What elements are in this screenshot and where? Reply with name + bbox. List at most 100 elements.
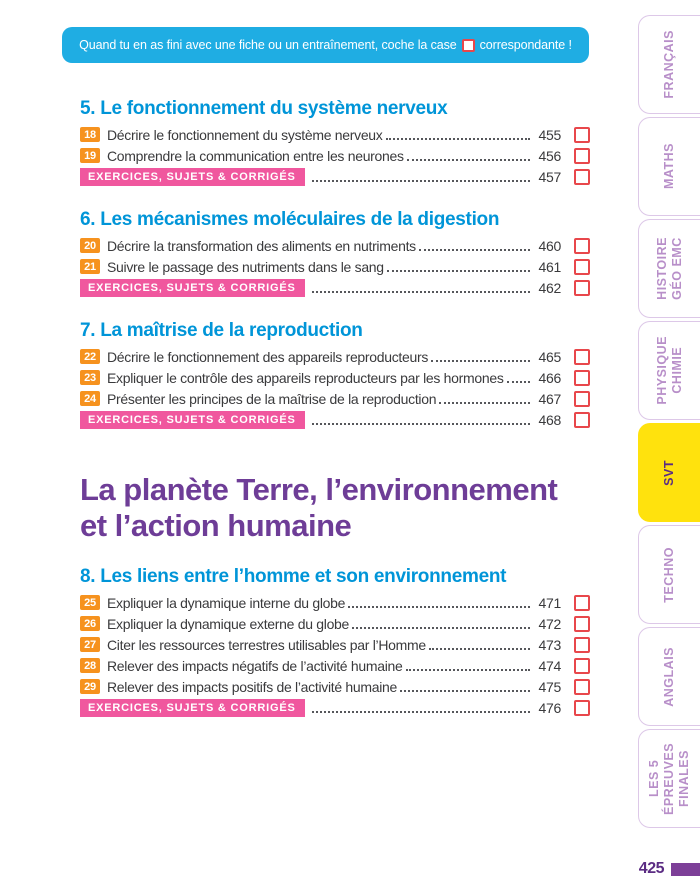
exercises-badge: EXERCICES, SUJETS & CORRIGÉS bbox=[80, 167, 305, 186]
page-ref: 471 bbox=[538, 594, 562, 611]
lesson-number-badge: 27 bbox=[80, 637, 100, 652]
toc-section: 8. Les liens entre l’homme et son enviro… bbox=[80, 566, 590, 718]
lesson-number-badge: 23 bbox=[80, 370, 100, 385]
completion-checkbox[interactable] bbox=[574, 126, 590, 143]
dot-leader bbox=[385, 137, 530, 140]
page-ref: 457 bbox=[538, 168, 562, 185]
completion-checkbox[interactable] bbox=[574, 147, 590, 164]
exercises-badge: EXERCICES, SUJETS & CORRIGÉS bbox=[80, 278, 305, 297]
section-title: 8. Les liens entre l’homme et son enviro… bbox=[80, 566, 507, 587]
sidebar-tab-label: MATHS bbox=[662, 143, 676, 190]
table-of-contents: 5. Le fonctionnement du système nerveux 1… bbox=[80, 62, 590, 718]
toc-row-exercises: EXERCICES, SUJETS & CORRIGÉS 468 bbox=[80, 409, 590, 430]
toc-row-lesson: 18 Décrire le fonctionnement du système n… bbox=[80, 124, 590, 145]
dot-leader bbox=[405, 668, 530, 671]
lesson-number-badge: 29 bbox=[80, 679, 100, 694]
dot-leader bbox=[352, 626, 530, 629]
page-footer: 425 bbox=[639, 860, 700, 878]
lesson-label: Expliquer le contrôle des appareils repr… bbox=[107, 369, 504, 386]
lesson-label: Expliquer la dynamique externe du globe bbox=[107, 615, 350, 632]
page-ref: 461 bbox=[538, 258, 562, 275]
completion-checkbox[interactable] bbox=[574, 279, 590, 296]
completion-checkbox[interactable] bbox=[574, 615, 590, 632]
sidebar-tab-techno[interactable]: TECHNO bbox=[638, 525, 700, 624]
completion-checkbox[interactable] bbox=[574, 678, 590, 695]
lesson-label: Comprendre la communication entre les ne… bbox=[107, 147, 404, 164]
completion-checkbox[interactable] bbox=[574, 411, 590, 428]
banner-checkbox-icon bbox=[461, 38, 475, 52]
sidebar-tab-svt[interactable]: SVT bbox=[638, 423, 700, 522]
dot-leader bbox=[418, 248, 530, 251]
completion-checkbox[interactable] bbox=[574, 390, 590, 407]
toc-row-lesson: 24 Présenter les principes de la maîtrise… bbox=[80, 388, 590, 409]
sidebar-tab-label: PHYSIQUE CHIMIE bbox=[654, 336, 684, 405]
sidebar-tab-les-5-epreuves-finales[interactable]: LES 5 ÉPREUVES FINALES bbox=[638, 729, 700, 828]
completion-checkbox[interactable] bbox=[574, 636, 590, 653]
sidebar-tab-physique-chimie[interactable]: PHYSIQUE CHIMIE bbox=[638, 321, 700, 420]
toc-section: 6. Les mécanismes moléculaires de la dig… bbox=[80, 209, 590, 298]
lesson-number-badge: 25 bbox=[80, 595, 100, 610]
completion-checkbox[interactable] bbox=[574, 594, 590, 611]
toc-section: 5. Le fonctionnement du système nerveux 1… bbox=[80, 98, 590, 187]
completion-checkbox[interactable] bbox=[574, 369, 590, 386]
page-ref: 474 bbox=[538, 657, 562, 674]
subject-tabs-sidebar: FRANÇAIS MATHS HISTOIRE GÉO EMC PHYSIQUE CH… bbox=[638, 15, 700, 828]
page-ref: 468 bbox=[538, 411, 562, 428]
page-ref: 462 bbox=[538, 279, 562, 296]
toc-row-lesson: 28 Relever des impacts négatifs de l’acti… bbox=[80, 655, 590, 676]
page-ref: 465 bbox=[538, 348, 562, 365]
page-ref: 473 bbox=[538, 636, 562, 653]
sidebar-tab-maths[interactable]: MATHS bbox=[638, 117, 700, 216]
page-ref: 455 bbox=[538, 126, 562, 143]
completion-checkbox[interactable] bbox=[574, 237, 590, 254]
toc-row-lesson: 19 Comprendre la communication entre les … bbox=[80, 145, 590, 166]
lesson-number-badge: 22 bbox=[80, 349, 100, 364]
toc-row-lesson: 23 Expliquer le contrôle des appareils re… bbox=[80, 367, 590, 388]
page-ref: 472 bbox=[538, 615, 562, 632]
lesson-label: Décrire le fonctionnement du système ner… bbox=[107, 126, 383, 143]
reminder-text-before: Quand tu en as fini avec une fiche ou un… bbox=[79, 38, 457, 52]
sidebar-tab-label: LES 5 ÉPREUVES FINALES bbox=[647, 742, 691, 815]
completion-checkbox[interactable] bbox=[574, 258, 590, 275]
lesson-number-badge: 28 bbox=[80, 658, 100, 673]
sidebar-tab-label: TECHNO bbox=[662, 546, 676, 603]
page-ref: 460 bbox=[538, 237, 562, 254]
dot-leader bbox=[506, 380, 530, 383]
lesson-label: Suivre le passage des nutriments dans le… bbox=[107, 258, 384, 275]
dot-leader bbox=[311, 290, 530, 293]
lesson-number-badge: 26 bbox=[80, 616, 100, 631]
dot-leader bbox=[439, 401, 530, 404]
toc-row-lesson: 29 Relever des impacts positifs de l’acti… bbox=[80, 676, 590, 697]
sidebar-tab-anglais[interactable]: ANGLAIS bbox=[638, 627, 700, 726]
reminder-banner: Quand tu en as fini avec une fiche ou un… bbox=[62, 27, 589, 63]
lesson-label: Citer les ressources terrestres utilisab… bbox=[107, 636, 426, 653]
dot-leader bbox=[311, 179, 530, 182]
completion-checkbox[interactable] bbox=[574, 657, 590, 674]
lesson-label: Relever des impacts négatifs de l’activi… bbox=[107, 657, 403, 674]
completion-checkbox[interactable] bbox=[574, 699, 590, 716]
toc-row-lesson: 26 Expliquer la dynamique externe du glob… bbox=[80, 613, 590, 634]
page-number: 425 bbox=[638, 860, 665, 877]
page-ref: 466 bbox=[538, 369, 562, 386]
toc-row-exercises: EXERCICES, SUJETS & CORRIGÉS 462 bbox=[80, 277, 590, 298]
lesson-number-badge: 19 bbox=[80, 148, 100, 163]
toc-row-lesson: 25 Expliquer la dynamique interne du glob… bbox=[80, 592, 590, 613]
page-ref: 476 bbox=[538, 699, 562, 716]
reminder-text-after: correspondante ! bbox=[479, 38, 572, 52]
completion-checkbox[interactable] bbox=[574, 348, 590, 365]
dot-leader bbox=[431, 359, 530, 362]
lesson-label: Relever des impacts positifs de l’activi… bbox=[107, 678, 398, 695]
sidebar-tab-histoire-geo-emc[interactable]: HISTOIRE GÉO EMC bbox=[638, 219, 700, 318]
lesson-label: Présenter les principes de la maîtrise d… bbox=[107, 390, 437, 407]
page-ref: 475 bbox=[538, 678, 562, 695]
lesson-label: Décrire la transformation des aliments e… bbox=[107, 237, 416, 254]
lesson-label: Expliquer la dynamique interne du globe bbox=[107, 594, 346, 611]
dot-leader bbox=[400, 689, 530, 692]
section-title: 6. Les mécanismes moléculaires de la dig… bbox=[80, 209, 500, 230]
completion-checkbox[interactable] bbox=[574, 168, 590, 185]
toc-row-lesson: 22 Décrire le fonctionnement des appareil… bbox=[80, 346, 590, 367]
sidebar-tab-francais[interactable]: FRANÇAIS bbox=[638, 15, 700, 114]
toc-row-lesson: 21 Suivre le passage des nutriments dans … bbox=[80, 256, 590, 277]
part-title: La planète Terre, l’environnement et l’a… bbox=[80, 472, 558, 543]
dot-leader bbox=[386, 269, 530, 272]
